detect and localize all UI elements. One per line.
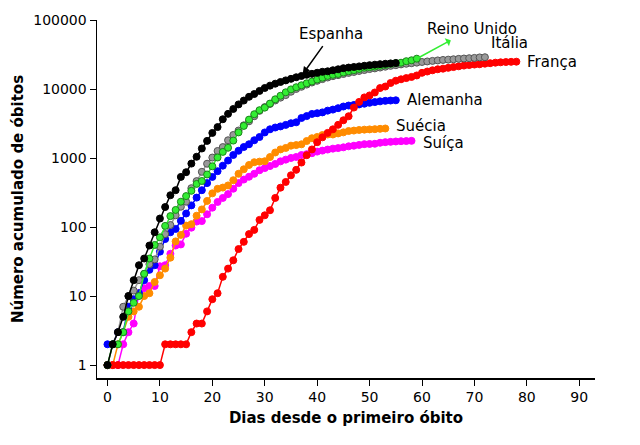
svg-text:10000: 10000 [42,81,87,97]
svg-text:Dias desde o primeiro óbito: Dias desde o primeiro óbito [229,409,463,427]
svg-text:Espanha: Espanha [299,25,363,43]
svg-text:70: 70 [466,389,484,405]
svg-text:100000: 100000 [33,12,86,28]
svg-text:10: 10 [151,389,169,405]
svg-text:Suíça: Suíça [423,134,464,152]
svg-text:20: 20 [203,389,221,405]
svg-text:0: 0 [103,389,112,405]
svg-text:Alemanha: Alemanha [407,91,483,109]
svg-text:10: 10 [69,288,87,304]
svg-text:50: 50 [361,389,379,405]
svg-text:40: 40 [308,389,326,405]
svg-text:Itália: Itália [491,34,528,52]
svg-text:30: 30 [256,389,274,405]
svg-text:França: França [527,53,577,71]
svg-text:1: 1 [78,357,87,373]
svg-text:100: 100 [60,219,87,235]
svg-text:Reino Unido: Reino Unido [427,20,517,38]
svg-text:60: 60 [413,389,431,405]
svg-text:1000: 1000 [51,150,87,166]
svg-text:Suécia: Suécia [396,117,446,135]
svg-text:Número acumulado de óbitos: Número acumulado de óbitos [9,75,27,323]
svg-text:80: 80 [518,389,536,405]
svg-text:90: 90 [570,389,588,405]
